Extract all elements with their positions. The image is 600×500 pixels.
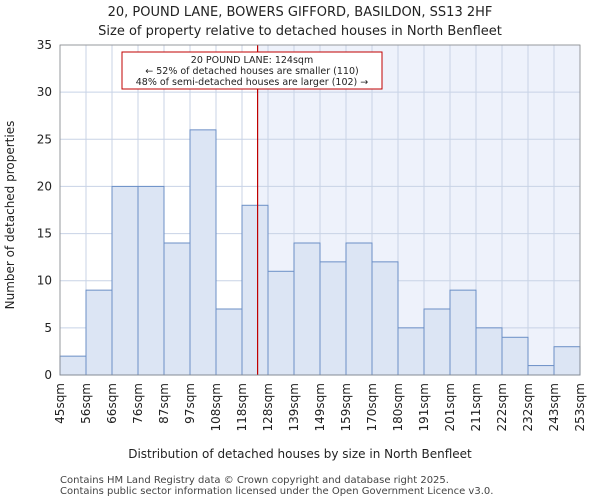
y-tick-label: 15 [37, 227, 52, 241]
bar [85, 289, 113, 376]
x-tick-label: 45sqm [53, 383, 67, 424]
bar [553, 346, 581, 376]
bar [345, 242, 373, 376]
bar [475, 327, 503, 376]
y-axis-label: Number of detached properties [3, 121, 17, 310]
bar [501, 336, 529, 376]
bar [371, 261, 399, 376]
x-tick-label: 87sqm [157, 383, 171, 424]
chart-subtitle: Size of property relative to detached ho… [98, 24, 502, 39]
x-tick-label: 108sqm [209, 383, 223, 431]
bar [189, 129, 217, 376]
bar [59, 355, 87, 376]
y-tick-label: 20 [37, 179, 52, 193]
x-tick-label: 76sqm [131, 383, 145, 424]
x-tick-label: 253sqm [573, 383, 587, 431]
bar [319, 261, 347, 376]
bar [397, 327, 425, 376]
x-tick-label: 66sqm [105, 383, 119, 424]
x-tick-label: 128sqm [261, 383, 275, 431]
bar [527, 365, 555, 376]
x-tick-label: 201sqm [443, 383, 457, 431]
x-tick-label: 149sqm [313, 383, 327, 431]
footer-line-2: Contains public sector information licen… [60, 486, 493, 497]
y-tick-label: 35 [37, 38, 52, 52]
y-tick-label: 25 [37, 132, 52, 146]
y-tick-label: 5 [44, 321, 52, 335]
plot-area: 0 5 10 15 20 25 30 35 45sqm 56sqm 66sqm 76sqm 87sqm 9… [37, 38, 587, 431]
annotation-text: ← 52% of detached houses are smaller (11… [145, 66, 358, 77]
x-tick-label: 191sqm [417, 383, 431, 431]
bar [137, 185, 165, 376]
bar [111, 185, 139, 376]
x-tick-label: 243sqm [547, 383, 561, 431]
y-tick-label: 30 [37, 85, 52, 99]
bar [241, 204, 269, 376]
x-tick-label: 97sqm [183, 383, 197, 424]
bar [423, 308, 451, 376]
bar [163, 242, 191, 376]
footer-line-1: Contains HM Land Registry data © Crown c… [60, 475, 449, 486]
x-tick-label: 222sqm [495, 383, 509, 431]
bar [293, 242, 321, 376]
annotation-text: 20 POUND LANE: 124sqm [191, 55, 313, 66]
x-tick-label: 139sqm [287, 383, 301, 431]
chart-title: 20, POUND LANE, BOWERS GIFFORD, BASILDON… [108, 5, 493, 20]
x-axis-label: Distribution of detached houses by size … [128, 447, 472, 461]
x-tick-label: 118sqm [235, 383, 249, 431]
x-tick-label: 180sqm [391, 383, 405, 431]
axes-frame [59, 44, 581, 376]
annotation-box [121, 51, 383, 90]
bar [267, 270, 295, 376]
x-tick-label: 170sqm [365, 383, 379, 431]
annotation-text: 48% of semi-detached houses are larger (… [136, 77, 369, 88]
x-tick-label: 232sqm [521, 383, 535, 431]
y-tick-label: 0 [44, 368, 52, 382]
x-tick-label: 211sqm [469, 383, 483, 431]
bar [215, 308, 243, 376]
x-tick-label: 159sqm [339, 383, 353, 431]
x-tick-label: 56sqm [79, 383, 93, 424]
bar [449, 289, 477, 376]
y-tick-label: 10 [37, 274, 52, 288]
